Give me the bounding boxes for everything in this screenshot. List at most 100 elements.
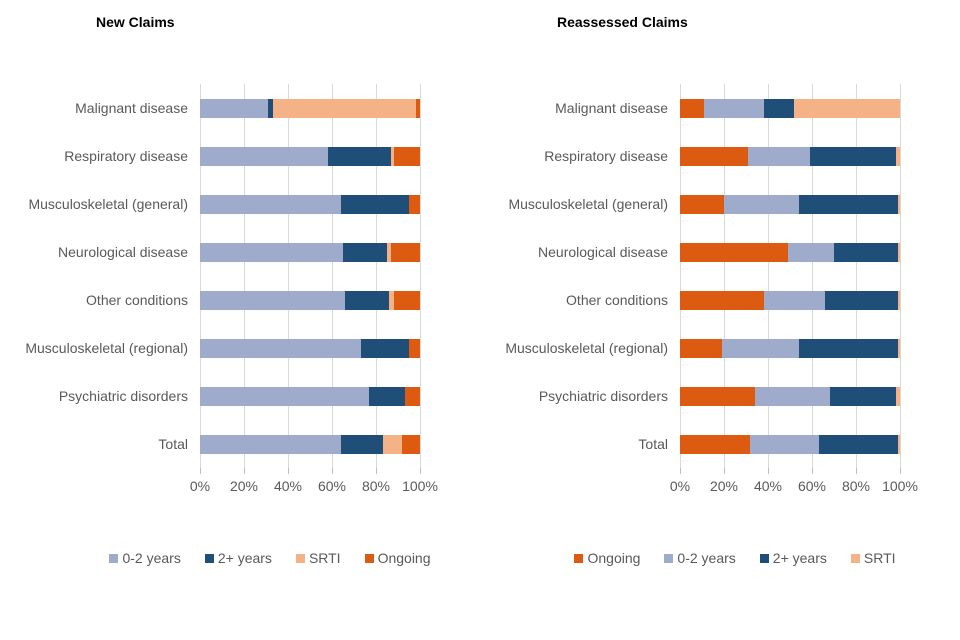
category-label: Musculoskeletal (regional) (25, 340, 188, 356)
bar-segment-2-years (340, 194, 409, 214)
plot-area: Malignant disease Respiratory disease Musc… (0, 84, 480, 468)
bar-segment-0-2-years (200, 146, 328, 166)
bar-segment-ongoing (680, 146, 749, 166)
legend-item-0-2-years: 0-2 years (109, 550, 181, 566)
legend-label: SRTI (308, 550, 341, 566)
bar-segment-0-2-years (200, 242, 343, 262)
bar-segment-0-2-years (763, 290, 826, 310)
category-label: Other conditions (566, 292, 668, 308)
bar-track (680, 434, 900, 454)
axis-tick-label: 60% (797, 478, 827, 494)
legend-item-0-2-years: 0-2 years (664, 550, 736, 566)
bar-segment-srti (391, 146, 394, 166)
bar-segment-srti (897, 434, 900, 454)
axis-tick-label: 100% (882, 478, 918, 494)
bar-segment-ongoing (680, 194, 724, 214)
legend: Ongoing 0-2 years 2+ years SRTI (510, 550, 960, 566)
axis-tick-label: 0% (189, 478, 211, 494)
category-label: Psychiatric disorders (538, 388, 668, 404)
bar-segment-srti (897, 290, 900, 310)
axis-tick (900, 468, 901, 474)
chart-row-other-conditions: Other conditions (480, 276, 960, 324)
axis-tick-label: 0% (669, 478, 691, 494)
bar-segment-2-years (268, 98, 273, 118)
legend-label: Ongoing (587, 550, 641, 566)
bar-segment-2-years (343, 242, 387, 262)
gridline (420, 84, 421, 468)
bar-segment-ongoing (680, 242, 788, 262)
gridline (200, 84, 201, 468)
x-axis: 0% 20% 40% 60% 80% 100% (190, 468, 438, 498)
category-label: Malignant disease (75, 100, 188, 116)
legend-label: SRTI (863, 550, 896, 566)
axis-tick-label: 60% (317, 478, 347, 494)
legend-swatch-srti (850, 553, 860, 563)
legend-label: 2+ years (217, 550, 272, 566)
axis-tick (812, 468, 813, 474)
bar-segment-srti (387, 242, 392, 262)
gridline (244, 84, 245, 468)
axis-tick-label: 100% (402, 478, 438, 494)
bar-segment-0-2-years (200, 386, 370, 406)
bar-segment-2-years (829, 386, 896, 406)
chart-row-respiratory-disease: Respiratory disease (480, 132, 960, 180)
bar-track (680, 194, 900, 214)
chart-title-reassessed-claims: Reassessed Claims (557, 14, 688, 30)
bar-track (200, 194, 420, 214)
axis-tick-label: 20% (229, 478, 259, 494)
bar-track (200, 242, 420, 262)
bar-track (680, 146, 900, 166)
category-label: Musculoskeletal (general) (28, 196, 188, 212)
bar-segment-0-2-years (787, 242, 834, 262)
legend-label: 2+ years (772, 550, 827, 566)
legend-swatch-srti (295, 553, 305, 563)
bar-segment-0-2-years (200, 194, 341, 214)
bar-segment-0-2-years (721, 338, 799, 358)
chart-row-respiratory-disease: Respiratory disease (0, 132, 480, 180)
chart-new-claims: Malignant disease Respiratory disease Musc… (0, 84, 480, 566)
category-label: Total (638, 436, 668, 452)
chart-row-total: Total (0, 420, 480, 468)
bar-segment-2-years (345, 290, 390, 310)
legend-swatch-ongoing (364, 553, 374, 563)
bar-segment-2-years (369, 386, 405, 406)
axis-tick-label: 80% (841, 478, 871, 494)
legend-swatch-0-2-years (109, 553, 119, 563)
chart-row-neurological-disease: Neurological disease (480, 228, 960, 276)
bar-segment-0-2-years (724, 194, 799, 214)
bar-segment-2-years (818, 434, 898, 454)
bar-segment-ongoing (408, 194, 420, 214)
bar-segment-ongoing (680, 386, 755, 406)
bar-segment-ongoing (408, 338, 420, 358)
bar-segment-ongoing (393, 290, 420, 310)
gridline (376, 84, 377, 468)
category-label: Musculoskeletal (general) (508, 196, 668, 212)
chart-row-total: Total (480, 420, 960, 468)
bar-track (680, 290, 900, 310)
bar-segment-2-years (833, 242, 898, 262)
chart-reassessed-claims: Malignant disease Respiratory disease Musc… (480, 84, 960, 566)
chart-row-musculoskeletal-general: Musculoskeletal (general) (0, 180, 480, 228)
legend-item-2-years: 2+ years (204, 550, 272, 566)
bar-segment-2-years (798, 194, 898, 214)
bar-segment-ongoing (680, 434, 751, 454)
chart-row-musculoskeletal-regional: Musculoskeletal (regional) (480, 324, 960, 372)
bar-segment-0-2-years (200, 338, 361, 358)
legend-label: 0-2 years (677, 550, 736, 566)
bar-segment-ongoing (404, 386, 420, 406)
chart-row-neurological-disease: Neurological disease (0, 228, 480, 276)
bar-segment-srti (895, 146, 900, 166)
legend-item-srti: SRTI (850, 550, 896, 566)
bar-segment-2-years (809, 146, 896, 166)
category-label: Respiratory disease (544, 148, 668, 164)
bar-track (200, 146, 420, 166)
bar-segment-ongoing (680, 290, 764, 310)
bar-track (680, 242, 900, 262)
bar-track (200, 98, 420, 118)
gridline (288, 84, 289, 468)
category-label: Total (158, 436, 188, 452)
chart-row-psychiatric-disorders: Psychiatric disorders (0, 372, 480, 420)
axis-tick (420, 468, 421, 474)
bar-segment-ongoing (415, 98, 420, 118)
bar-segment-2-years (360, 338, 409, 358)
